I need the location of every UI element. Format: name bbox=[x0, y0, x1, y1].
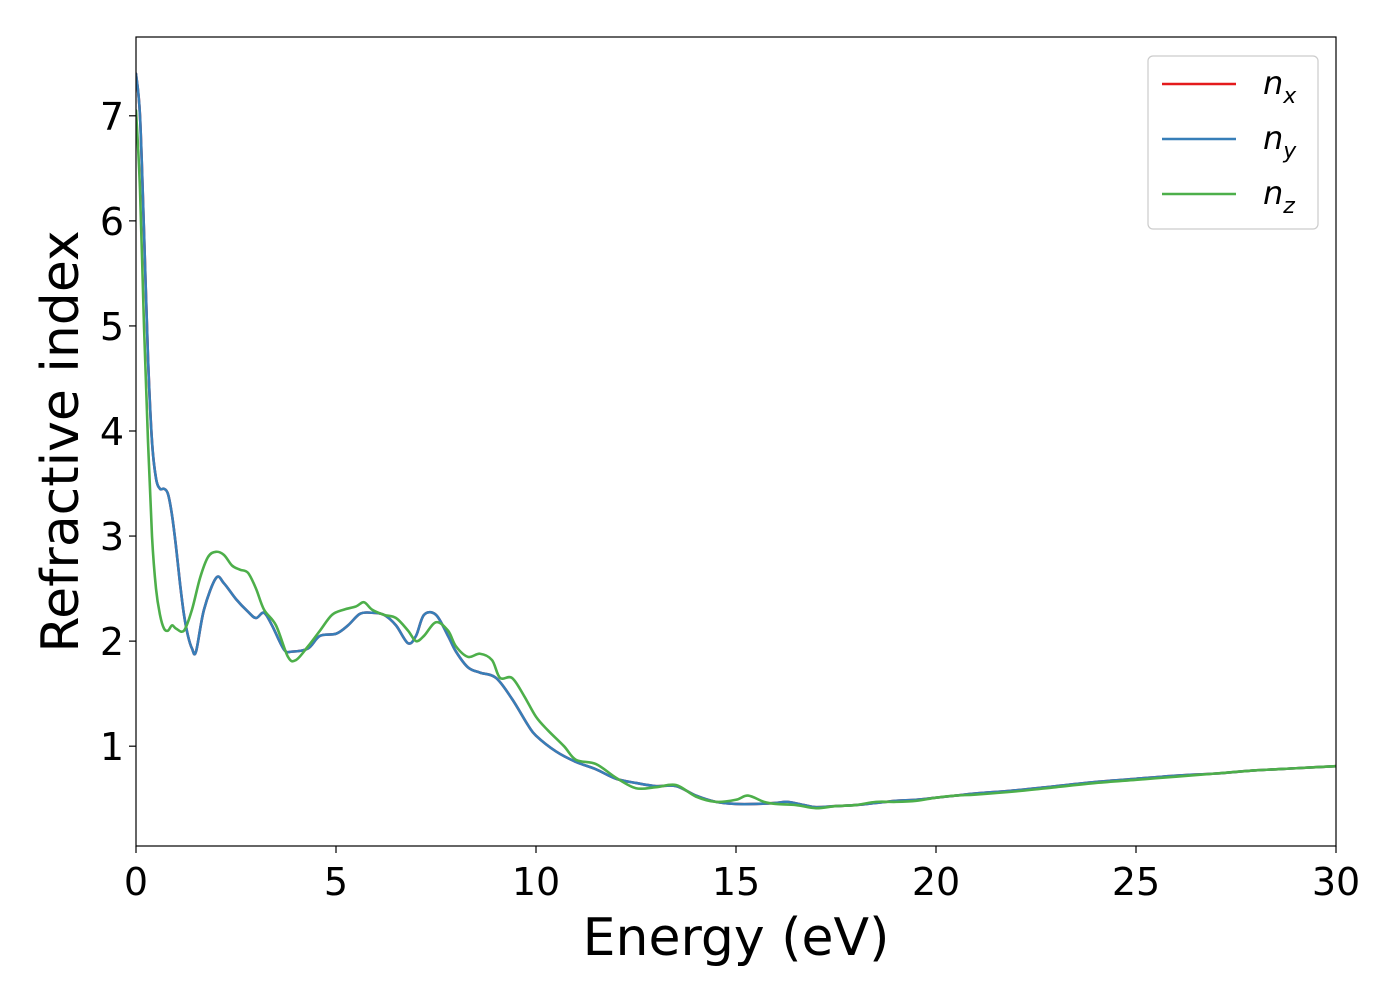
legend: nx ny nz bbox=[1147, 55, 1319, 230]
x-tick-label: 25 bbox=[1112, 860, 1160, 904]
legend-label-x: nx bbox=[1263, 64, 1297, 109]
x-axis-title: Energy (eV) bbox=[583, 908, 890, 968]
x-tick-label: 5 bbox=[324, 860, 348, 904]
x-tick-label: 10 bbox=[512, 860, 560, 904]
legend-frame bbox=[1147, 55, 1319, 230]
x-tick-label: 20 bbox=[912, 860, 960, 904]
plot-area bbox=[135, 36, 1337, 847]
x-axis-ticks: 0 5 10 15 20 25 30 bbox=[124, 846, 1360, 904]
y-tick-label: 5 bbox=[100, 305, 124, 349]
y-tick-label: 4 bbox=[100, 410, 124, 454]
x-tick-label: 30 bbox=[1312, 860, 1360, 904]
x-tick-label: 15 bbox=[712, 860, 760, 904]
y-tick-label: 2 bbox=[100, 620, 124, 664]
series-line-z bbox=[136, 109, 1336, 810]
y-tick-label: 7 bbox=[100, 95, 124, 139]
series-lines bbox=[136, 72, 1336, 810]
legend-label-y: ny bbox=[1263, 119, 1297, 164]
y-axis-title: Refractive index bbox=[31, 230, 91, 652]
y-tick-label: 3 bbox=[100, 515, 124, 559]
y-axis-ticks: 1 2 3 4 5 6 7 bbox=[100, 95, 136, 769]
y-tick-label: 6 bbox=[100, 200, 124, 244]
legend-label-z: nz bbox=[1263, 174, 1295, 219]
y-tick-label: 1 bbox=[100, 725, 124, 769]
x-tick-label: 0 bbox=[124, 860, 148, 904]
